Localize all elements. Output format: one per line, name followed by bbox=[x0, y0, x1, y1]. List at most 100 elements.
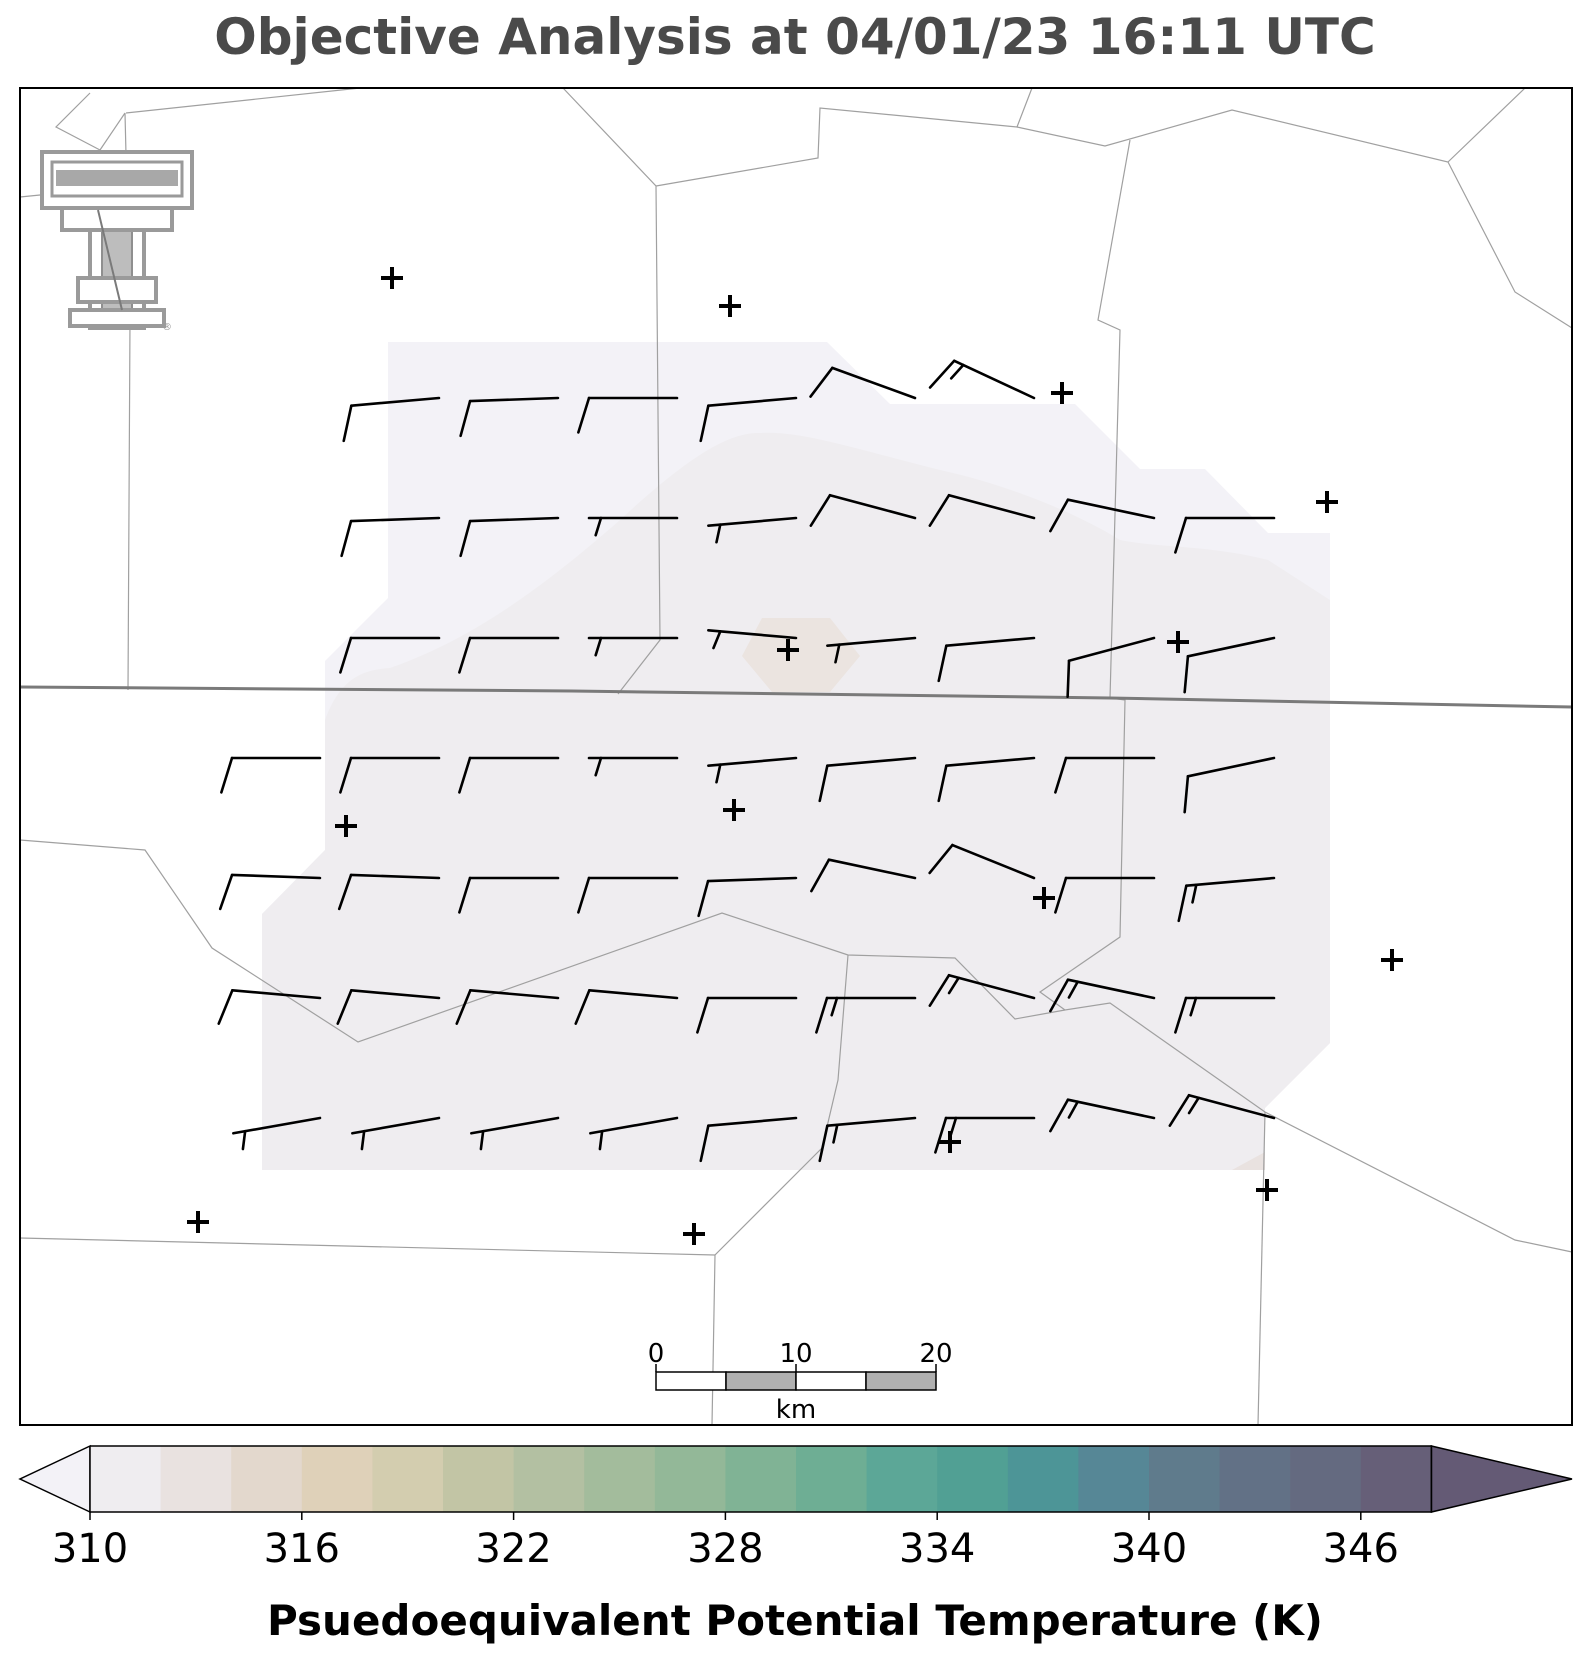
colorbar-bin bbox=[1360, 1446, 1432, 1512]
colorbar-bin bbox=[725, 1446, 797, 1512]
wind-barb bbox=[577, 876, 679, 914]
logo-mid-bar bbox=[60, 206, 174, 232]
wind-barb bbox=[696, 996, 798, 1034]
wind-barb bbox=[339, 756, 441, 794]
scale-segment-3 bbox=[795, 1371, 867, 1391]
wind-barb bbox=[1049, 978, 1156, 1013]
wind-barb bbox=[815, 996, 917, 1034]
colorbar-bin bbox=[513, 1446, 585, 1512]
logo-diagonal bbox=[97, 209, 123, 311]
colorbar-bin bbox=[584, 1446, 656, 1512]
scale-label-10: 10 bbox=[779, 1339, 812, 1369]
wind-barb bbox=[1054, 756, 1156, 794]
scale-bar: 0 10 20 km bbox=[648, 1339, 953, 1425]
texas-tech-logo: ® bbox=[40, 150, 194, 333]
wind-barb bbox=[1066, 636, 1156, 699]
wind-barb bbox=[587, 636, 679, 657]
station-marker bbox=[1381, 949, 1403, 971]
station-marker bbox=[187, 1211, 209, 1233]
theta-e-field bbox=[262, 342, 1330, 1170]
wind-barb bbox=[587, 516, 679, 537]
station-marker bbox=[1051, 382, 1073, 404]
colorbar-outline bbox=[89, 1445, 1433, 1513]
wind-barb bbox=[340, 516, 441, 558]
wind-barbs bbox=[217, 359, 1276, 1163]
figure-title: Objective Analysis at 04/01/23 16:11 UTC bbox=[214, 8, 1376, 66]
station-marker bbox=[381, 267, 403, 289]
station-marker bbox=[335, 815, 357, 837]
scale-segment-1 bbox=[655, 1371, 727, 1391]
wind-barb bbox=[809, 493, 917, 527]
colorbar-tick-label: 346 bbox=[1323, 1526, 1399, 1572]
colorbar-bin bbox=[1007, 1446, 1079, 1512]
wind-barb bbox=[934, 1116, 1036, 1154]
logo-top-band bbox=[56, 170, 178, 186]
wind-barb bbox=[574, 989, 679, 1025]
wind-barb bbox=[937, 636, 1036, 683]
colorbar-bin bbox=[796, 1446, 868, 1512]
station-marker bbox=[1033, 887, 1055, 909]
colorbar-tick-label: 328 bbox=[687, 1526, 763, 1572]
wind-barb bbox=[1168, 1093, 1276, 1127]
scale-segment-2 bbox=[725, 1371, 797, 1391]
station-marker bbox=[683, 1223, 705, 1245]
wind-barb bbox=[707, 756, 798, 784]
wind-barb bbox=[826, 636, 917, 664]
station-marker bbox=[719, 295, 741, 317]
theta-e-contour-312-south bbox=[1232, 1152, 1265, 1170]
wind-barb bbox=[458, 876, 560, 914]
colorbar-tick-label: 310 bbox=[52, 1526, 128, 1572]
wind-barb bbox=[707, 516, 798, 544]
wind-barb bbox=[589, 1116, 679, 1151]
colorbar-bin bbox=[160, 1446, 232, 1512]
wind-barb bbox=[928, 973, 1036, 1007]
wind-barb bbox=[337, 873, 441, 911]
colorbar-label: Psuedoequivalent Potential Temperature (… bbox=[267, 1596, 1323, 1645]
wind-barb bbox=[455, 989, 560, 1025]
station-markers bbox=[187, 267, 1403, 1245]
colorbar-bin bbox=[1078, 1446, 1150, 1512]
colorbar-bin bbox=[937, 1446, 1009, 1512]
wind-barb bbox=[577, 396, 679, 434]
county-boundaries bbox=[19, 87, 1573, 1426]
wind-barb bbox=[459, 516, 560, 558]
scale-label-20: 20 bbox=[919, 1339, 952, 1369]
wind-barb bbox=[1183, 756, 1276, 814]
wind-barb bbox=[1174, 996, 1276, 1034]
wind-barb bbox=[810, 858, 917, 893]
wind-barb bbox=[220, 756, 322, 794]
wind-barb bbox=[699, 1116, 798, 1163]
map-frame bbox=[19, 87, 1573, 1426]
wind-barb bbox=[1183, 636, 1276, 694]
scale-label-0: 0 bbox=[648, 1339, 665, 1369]
colorbar-bin bbox=[1290, 1446, 1362, 1512]
wind-barb bbox=[699, 396, 798, 443]
colorbar-bin bbox=[654, 1446, 726, 1512]
station-marker bbox=[1256, 1179, 1278, 1201]
wind-barb bbox=[928, 359, 1036, 400]
colorbar-bin bbox=[90, 1446, 162, 1512]
scale-segment-4 bbox=[865, 1371, 937, 1391]
wind-barb bbox=[217, 989, 322, 1025]
wind-barb bbox=[937, 756, 1036, 803]
colorbar-bin bbox=[231, 1446, 303, 1512]
colorbar: 310 316 322 328 334 340 346 bbox=[18, 1444, 1573, 1572]
colorbar-bin bbox=[372, 1446, 444, 1512]
wind-barb bbox=[1054, 876, 1156, 914]
colorbar-bin bbox=[866, 1446, 938, 1512]
colorbar-extend-high bbox=[1430, 1445, 1573, 1513]
wind-barb bbox=[339, 636, 441, 674]
theta-e-contour-310 bbox=[262, 432, 1330, 1170]
colorbar-tick-label: 334 bbox=[899, 1526, 975, 1572]
logo-bottom-bar bbox=[76, 276, 158, 304]
wind-barb bbox=[587, 756, 679, 777]
wind-barb bbox=[1049, 1098, 1156, 1133]
colorbar-tick-label: 316 bbox=[264, 1526, 340, 1572]
wind-barb bbox=[809, 366, 917, 400]
colorbar-tick-label: 340 bbox=[1111, 1526, 1187, 1572]
wind-barb bbox=[697, 876, 798, 918]
wind-barb bbox=[818, 756, 917, 803]
wind-barb bbox=[336, 989, 441, 1025]
station-marker bbox=[1316, 491, 1338, 513]
